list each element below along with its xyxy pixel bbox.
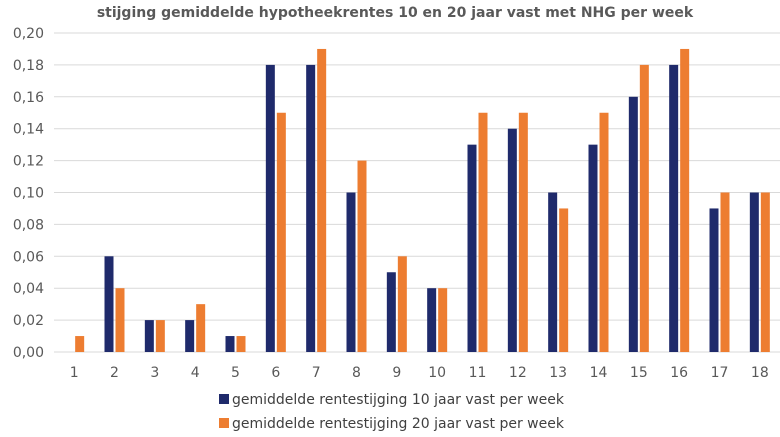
legend-label-10-jaar: gemiddelde rentestijging 10 jaar vast pe… — [232, 392, 565, 408]
x-tick-label: 11 — [469, 365, 487, 381]
bar-10-jaar-week-18 — [749, 192, 759, 352]
y-tick-label: 0,16 — [13, 90, 44, 106]
bar-10-jaar-week-16 — [669, 64, 679, 353]
bar-20-jaar-week-7 — [317, 48, 327, 352]
bar-20-jaar-week-9 — [397, 256, 407, 352]
bar-10-jaar-week-2 — [104, 256, 114, 352]
bar-20-jaar-week-5 — [236, 336, 246, 352]
bar-20-jaar-week-1 — [75, 336, 85, 352]
bar-20-jaar-week-4 — [196, 304, 206, 352]
bar-20-jaar-week-16 — [680, 48, 690, 352]
bar-10-jaar-week-7 — [306, 64, 316, 353]
y-tick-label: 0,20 — [13, 26, 44, 42]
x-tick-label: 18 — [751, 365, 769, 381]
x-tick-label: 6 — [271, 365, 280, 381]
x-tick-label: 3 — [150, 365, 159, 381]
bar-20-jaar-week-12 — [518, 112, 528, 352]
bars — [75, 48, 770, 353]
y-tick-label: 0,18 — [13, 58, 44, 74]
y-tick-label: 0,06 — [13, 249, 44, 265]
bar-20-jaar-week-17 — [720, 192, 730, 352]
bar-10-jaar-week-8 — [346, 192, 356, 352]
bar-20-jaar-week-14 — [599, 112, 609, 352]
chart-title: stijging gemiddelde hypotheekrentes 10 e… — [97, 5, 694, 21]
legend-label-20-jaar: gemiddelde rentestijging 20 jaar vast pe… — [232, 416, 565, 432]
bar-10-jaar-week-11 — [467, 144, 477, 352]
bar-10-jaar-week-15 — [628, 96, 638, 352]
x-tick-label: 7 — [312, 365, 321, 381]
x-tick-label: 1 — [70, 365, 79, 381]
bar-20-jaar-week-15 — [639, 64, 649, 353]
x-tick-label: 5 — [231, 365, 240, 381]
x-tick-label: 16 — [670, 365, 688, 381]
legend-swatch-10-jaar — [219, 394, 229, 404]
bar-10-jaar-week-4 — [185, 320, 195, 352]
gridlines — [54, 32, 780, 353]
bar-10-jaar-week-6 — [265, 64, 275, 353]
bar-20-jaar-week-6 — [276, 112, 286, 352]
bar-10-jaar-week-3 — [144, 320, 154, 352]
bar-20-jaar-week-11 — [478, 112, 488, 352]
legend: gemiddelde rentestijging 10 jaar vast pe… — [219, 392, 565, 432]
x-axis-ticks: 1 2 3 4 5 6 7 8 9 10 11 12 13 14 15 16 17 18 — [70, 365, 769, 381]
x-tick-label: 17 — [711, 365, 729, 381]
legend-swatch-20-jaar — [219, 418, 229, 428]
x-tick-label: 13 — [549, 365, 567, 381]
x-tick-label: 2 — [110, 365, 119, 381]
bar-10-jaar-week-17 — [709, 208, 719, 352]
y-tick-label: 0,12 — [13, 154, 44, 170]
y-axis-ticks: 0,00 0,02 0,04 0,06 0,08 0,10 0,12 0,14 0,16 0,18… — [13, 26, 44, 361]
x-tick-label: 8 — [352, 365, 361, 381]
bar-10-jaar-week-14 — [588, 144, 598, 352]
bar-20-jaar-week-2 — [115, 288, 125, 352]
x-tick-label: 14 — [590, 365, 608, 381]
bar-20-jaar-week-8 — [357, 160, 367, 352]
bar-20-jaar-week-13 — [559, 208, 569, 352]
y-tick-label: 0,10 — [13, 186, 44, 202]
bar-10-jaar-week-10 — [427, 288, 437, 352]
y-tick-label: 0,04 — [13, 281, 44, 297]
bar-10-jaar-week-9 — [386, 272, 396, 352]
x-tick-label: 15 — [630, 365, 648, 381]
x-tick-label: 9 — [392, 365, 401, 381]
bar-10-jaar-week-12 — [507, 128, 517, 352]
x-tick-label: 12 — [509, 365, 527, 381]
y-tick-label: 0,02 — [13, 313, 44, 329]
y-tick-label: 0,14 — [13, 122, 44, 138]
bar-10-jaar-week-13 — [548, 192, 558, 352]
bar-20-jaar-week-10 — [438, 288, 448, 352]
bar-10-jaar-week-5 — [225, 336, 235, 352]
x-tick-label: 4 — [191, 365, 200, 381]
x-tick-label: 10 — [428, 365, 446, 381]
bar-20-jaar-week-3 — [155, 320, 165, 352]
y-tick-label: 0,08 — [13, 217, 44, 233]
bar-20-jaar-week-18 — [760, 192, 770, 352]
y-tick-label: 0,00 — [13, 345, 44, 361]
